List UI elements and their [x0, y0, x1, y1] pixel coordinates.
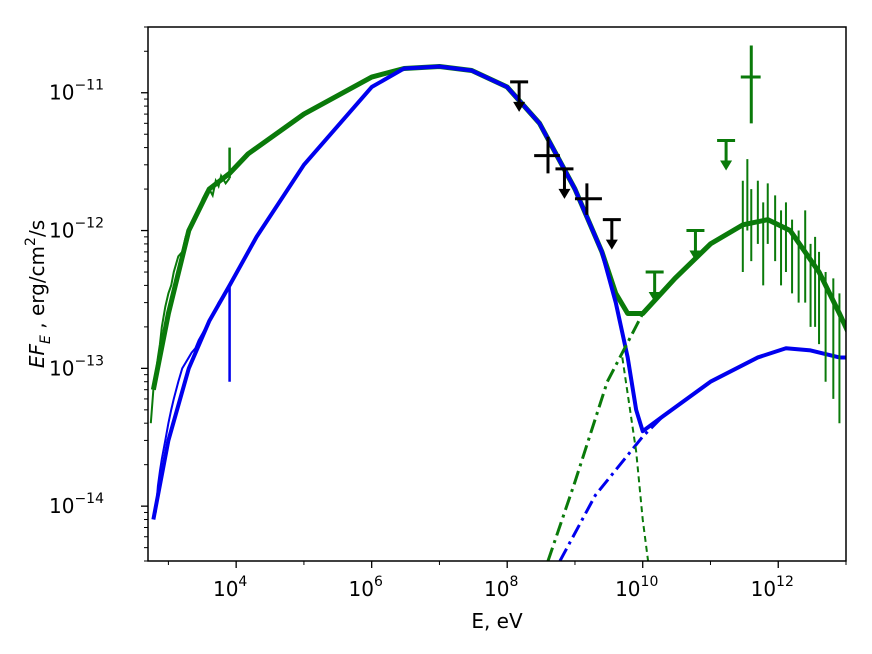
x-tick-exp: 6 — [374, 574, 383, 590]
gamma-ul-2-arrow — [558, 188, 571, 199]
x-tick-exp: 12 — [776, 574, 794, 590]
x-tick-label: 106 — [348, 574, 382, 601]
y-tick-exp: −12 — [74, 216, 104, 232]
y-label-part: , erg/cm — [25, 246, 49, 335]
x-tick-label: 1010 — [615, 574, 658, 601]
plot-area — [149, 45, 846, 561]
gamma-ul-3-arrow — [605, 239, 618, 250]
x-tick-base: 10 — [213, 577, 238, 601]
y-label-part: E — [38, 335, 54, 344]
ic-component-green-dashdot — [546, 277, 677, 561]
y-tick-base: 10 — [49, 219, 74, 243]
y-tick-label: 10−11 — [49, 78, 104, 105]
x-axis-label: E, eV — [471, 609, 523, 633]
y-label-part: /s — [25, 220, 49, 237]
y-tick-label: 10−14 — [49, 491, 104, 518]
synchrotron-blue — [151, 64, 846, 520]
ic-component-blue-dashdot — [558, 415, 665, 561]
x-tick-base: 10 — [348, 577, 373, 601]
y-tick-exp: −14 — [74, 491, 104, 507]
y-tick-exp: −13 — [74, 353, 104, 369]
y-axis-label: EFE , erg/cm2/s — [23, 220, 54, 368]
y-label-part: EF — [25, 343, 49, 368]
x-tick-base: 10 — [484, 577, 509, 601]
y-label-part: 2 — [23, 237, 39, 246]
x-tick-label: 108 — [484, 574, 518, 601]
x-tick-label: 104 — [213, 574, 247, 601]
gamma-ul-1-arrow — [513, 101, 526, 112]
y-tick-exp: −11 — [74, 78, 104, 94]
y-tick-base: 10 — [49, 494, 74, 518]
tev-ul-1-arrow — [648, 292, 661, 303]
tev-ul-2-arrow — [689, 250, 702, 261]
plot-frame — [147, 26, 847, 562]
y-tick-base: 10 — [49, 81, 74, 105]
x-tick-exp: 4 — [238, 574, 247, 590]
x-tick-base: 10 — [615, 577, 640, 601]
tev-ul-3-arrow — [720, 160, 733, 171]
xray-spectrum-green — [149, 173, 231, 424]
x-tick-exp: 10 — [641, 574, 659, 590]
x-tick-label: 1012 — [751, 574, 794, 601]
synchrotron-cutoff-dashed — [621, 357, 650, 561]
y-tick-base: 10 — [49, 356, 74, 380]
y-tick-label: 10−13 — [49, 353, 104, 380]
y-tick-label: 10−12 — [49, 216, 104, 243]
x-tick-base: 10 — [751, 577, 776, 601]
plot-content — [149, 45, 846, 561]
x-tick-exp: 8 — [509, 574, 518, 590]
